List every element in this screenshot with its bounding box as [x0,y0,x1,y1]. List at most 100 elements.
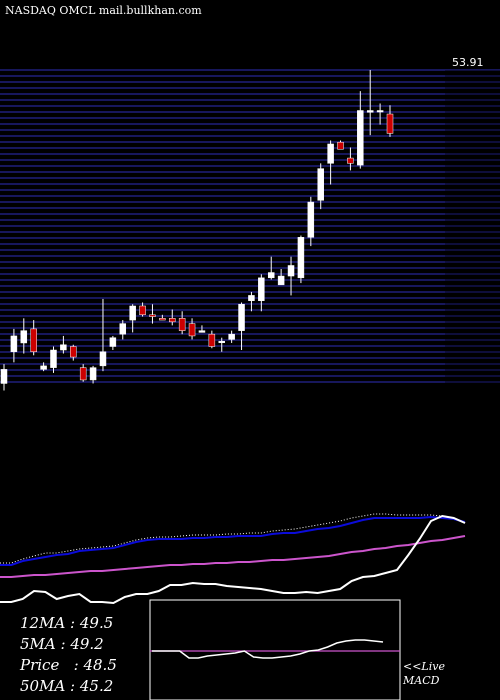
ticker-label: NASDAQ OMCL [5,4,96,17]
candle [40,362,47,372]
candle [0,364,8,391]
candle-body [79,367,87,381]
candle-body [50,349,57,368]
candle-body [188,323,196,337]
candle [357,91,364,169]
candle [70,344,77,361]
candle [366,70,374,136]
candle-body [169,318,176,323]
ma-dotted-line [0,513,466,564]
candle-body [248,295,255,301]
axis-band [445,70,500,387]
macd-line [152,639,384,659]
macd-label: <<Live MACD [403,660,445,688]
ma-magenta-line [0,535,466,578]
candle [337,140,344,150]
candle [10,328,18,363]
candle [347,147,354,171]
candle [258,274,265,312]
candle [198,325,206,333]
candle [208,330,216,349]
candle-body [376,110,384,113]
candle [159,314,166,321]
candle-body [238,303,245,331]
ma-blue-line [0,515,466,566]
candle [169,309,176,326]
candle-body [20,330,28,344]
candle-body [228,333,235,340]
candle-body [366,110,374,113]
candle [60,335,67,354]
macd-name-label: MACD [403,674,440,687]
candle [89,365,97,384]
candle [188,318,196,340]
chart-header: NASDAQ OMCL mail.bullkhan.com [5,4,202,17]
candle-body [99,351,107,367]
stat-price: Price : 48.5 [20,656,117,674]
moving-average-panel [0,513,466,605]
candle-body [60,344,67,351]
candle [30,320,37,356]
candle [129,304,136,333]
candle [228,330,235,343]
candle-body [149,314,156,317]
candle-body [307,201,315,238]
candle [79,364,87,382]
candle [218,337,225,352]
candlesticks [0,70,394,391]
macd-frame [149,599,401,700]
candle-body [218,340,225,343]
candle [297,235,305,284]
candle-body [287,265,295,277]
candle-body [0,369,8,384]
candle-body [139,305,146,316]
candle-body [109,337,117,347]
stat-12ma: 12MA : 49.5 [20,614,114,632]
candle-body [267,272,275,279]
candle-body [178,318,186,331]
macd-panel [149,599,401,700]
candle-body [327,143,334,164]
candle [317,163,324,210]
candle-body [277,275,285,286]
candle [267,256,275,280]
candle [139,302,146,317]
candle [20,318,28,354]
candle-body [40,365,47,370]
candle [178,311,186,335]
candle [149,304,156,324]
stat-50ma: 50MA : 45.2 [20,677,114,695]
candle [327,140,334,185]
stats-box: 12MA : 49.5 5MA : 49.2 Price : 48.5 50MA… [20,613,117,697]
candle-body [10,335,18,353]
macd-live-label: <<Live [403,660,445,673]
candle-body [159,318,166,321]
candle [248,291,255,312]
candle-body [129,305,136,321]
site-label: mail.bullkhan.com [98,4,202,17]
candle-body [357,110,364,166]
candle [376,103,384,125]
candle-body [347,157,354,164]
price-grid [0,69,500,387]
price-line [0,514,466,605]
y-axis-top-label: 53.91 [452,56,484,69]
candle-body [337,141,344,150]
candle [238,302,245,351]
candle-body [297,237,305,279]
candle-body [30,328,37,353]
candle [386,105,394,137]
candle-body [208,333,216,347]
candle-body [198,330,206,333]
candle-body [258,277,265,301]
candle [277,269,285,286]
candle-body [317,168,324,201]
candle [99,298,107,372]
candle-body [89,367,97,381]
stat-5ma: 5MA : 49.2 [20,635,104,653]
candle [109,335,117,351]
candle-body [119,323,127,335]
candle-body [70,346,77,358]
